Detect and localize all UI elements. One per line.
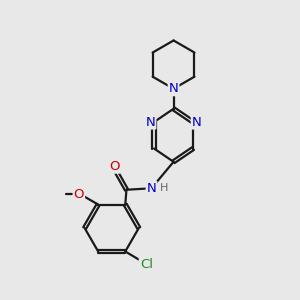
Text: N: N [146,116,155,128]
Text: N: N [147,182,156,195]
Text: N: N [169,82,178,95]
Text: O: O [110,160,120,173]
Text: Cl: Cl [140,258,153,271]
Text: H: H [160,183,168,193]
Text: N: N [192,116,202,128]
Text: O: O [74,188,84,201]
